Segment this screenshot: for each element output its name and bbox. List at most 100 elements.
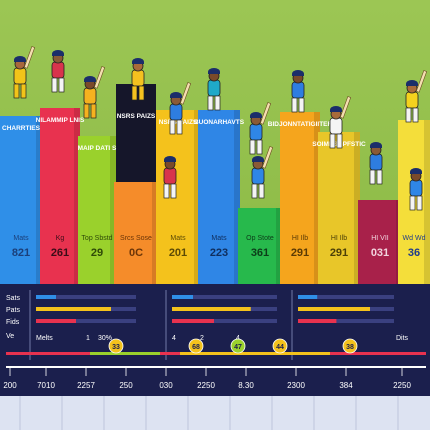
marker-dot (272, 338, 288, 354)
bar-value-label: 261 (51, 247, 69, 259)
panel-track (172, 319, 277, 323)
panel-track (298, 319, 394, 323)
timeline-marker: 38 (342, 338, 358, 354)
bar-value-label: 291 (330, 247, 348, 259)
marker-label: 44 (276, 344, 284, 351)
cricketer-left-pad (13, 83, 20, 99)
cricketer-figure (131, 58, 145, 101)
bar-shade (234, 110, 240, 292)
cricketer-figure (83, 66, 106, 119)
cricketer-right-pad (20, 83, 27, 99)
cricketer-left-pad (291, 97, 298, 113)
bar-rect (358, 200, 402, 292)
marker-dot (230, 338, 246, 354)
cricketer-left-pad (83, 103, 90, 119)
bar-shade (152, 182, 158, 292)
cricketer-body (249, 123, 263, 141)
bar-rect (114, 182, 158, 292)
cricket-bat (93, 66, 106, 89)
marker-label: 38 (346, 344, 354, 351)
cricketer-left-pad (251, 183, 258, 199)
bar-metric-label: Top Sbstd (81, 235, 112, 242)
scale-label: Dits (396, 335, 409, 342)
cricketer-cap (164, 156, 176, 162)
bar-category-label: BIDJONNTATIGIITER (268, 121, 333, 128)
x-tick-label: 8.30 (238, 381, 254, 390)
bar-metric-label: Mats (170, 235, 186, 242)
bar-7: Op Stote 361 (238, 208, 282, 292)
cricketer-left-pad (51, 77, 58, 93)
timeline-marker: 47 (230, 338, 246, 354)
bar-shade (110, 136, 116, 292)
cricketer-right-pad (176, 119, 183, 135)
bar-value-label: 031 (371, 247, 389, 259)
bar-value-label: 0C (129, 247, 143, 259)
bar-value-label: 361 (251, 247, 269, 259)
bar-shade (74, 108, 80, 292)
cricketer-right-pad (138, 85, 145, 101)
bar-value-label: 29 (91, 247, 103, 259)
marker-dot (108, 338, 124, 354)
cricketer-figure (13, 46, 36, 99)
bar-1: CHARRTIES Mats 821 (0, 116, 42, 292)
timeline-yellow (180, 352, 330, 355)
bar-rect (238, 208, 282, 292)
bar-metric-label: Op Stote (246, 235, 274, 242)
bar-metric-label: HI Ilb (331, 235, 347, 242)
cricketer-figure (329, 96, 352, 149)
bar-value-label: 36 (408, 247, 420, 259)
panel-fill (298, 295, 318, 299)
cricketer-right-pad (170, 183, 177, 199)
x-tick-label: 2250 (393, 381, 411, 390)
bar-value-label: 223 (210, 247, 228, 259)
marker-dot (342, 338, 358, 354)
cricketer-left-pad (409, 195, 416, 211)
dark-sign-bar (116, 84, 156, 184)
x-tick-label: 200 (3, 381, 17, 390)
bar-category-label: CHARRTIES (2, 125, 41, 132)
cricketer-right-pad (58, 77, 65, 93)
cricketer-right-pad (376, 169, 383, 185)
cricketer-left-pad (369, 169, 376, 185)
cricket-bat (23, 46, 36, 69)
cricketer-cap (132, 58, 144, 64)
cricketer-body (369, 153, 383, 171)
marker-label: 33 (112, 344, 120, 351)
cricketer-body (329, 117, 343, 135)
timeline-white (6, 366, 426, 368)
cricketer-cap (370, 142, 382, 148)
cricketer-figure (51, 50, 65, 93)
cricketer-cap (292, 70, 304, 76)
panel-fill (172, 295, 193, 299)
bar-3: MAIP DATI S Top Sbstd 29 (78, 136, 117, 292)
bar-8: BIDJONNTATIGIITER HI Ilb 291 (268, 112, 333, 292)
bar-rect (156, 110, 200, 292)
cricketer-right-pad (416, 195, 423, 211)
x-tick-label: 2250 (197, 381, 215, 390)
bar-shade (36, 116, 42, 292)
x-tick-label: 7010 (37, 381, 55, 390)
bar-6: BUONARHAVTS Mats 223 (194, 110, 245, 292)
x-tick-label: 250 (119, 381, 133, 390)
panel-row-label: Fids (6, 319, 20, 326)
scale-label: Melts (36, 335, 53, 342)
timeline-marker: 33 (108, 338, 124, 354)
cricketer-left-pad (249, 139, 256, 155)
panel-fill (172, 319, 214, 323)
cricketer-left-pad (131, 85, 138, 101)
cricketer-left-pad (163, 183, 170, 199)
bar-shade (314, 112, 320, 292)
bar-rect (318, 132, 360, 292)
bar-category-label: MAIP DATI S (78, 145, 117, 152)
bar-metric-label: HI VII (371, 235, 389, 242)
cricketer-cap (250, 112, 262, 118)
bar-rect (78, 136, 116, 292)
panel-fill (298, 307, 370, 311)
cricketer-figure (369, 142, 383, 185)
bar-2: NILAMMIP LNIS Kg 261 (36, 108, 85, 292)
cricketer-body (207, 79, 221, 97)
cricketer-body (409, 179, 423, 197)
